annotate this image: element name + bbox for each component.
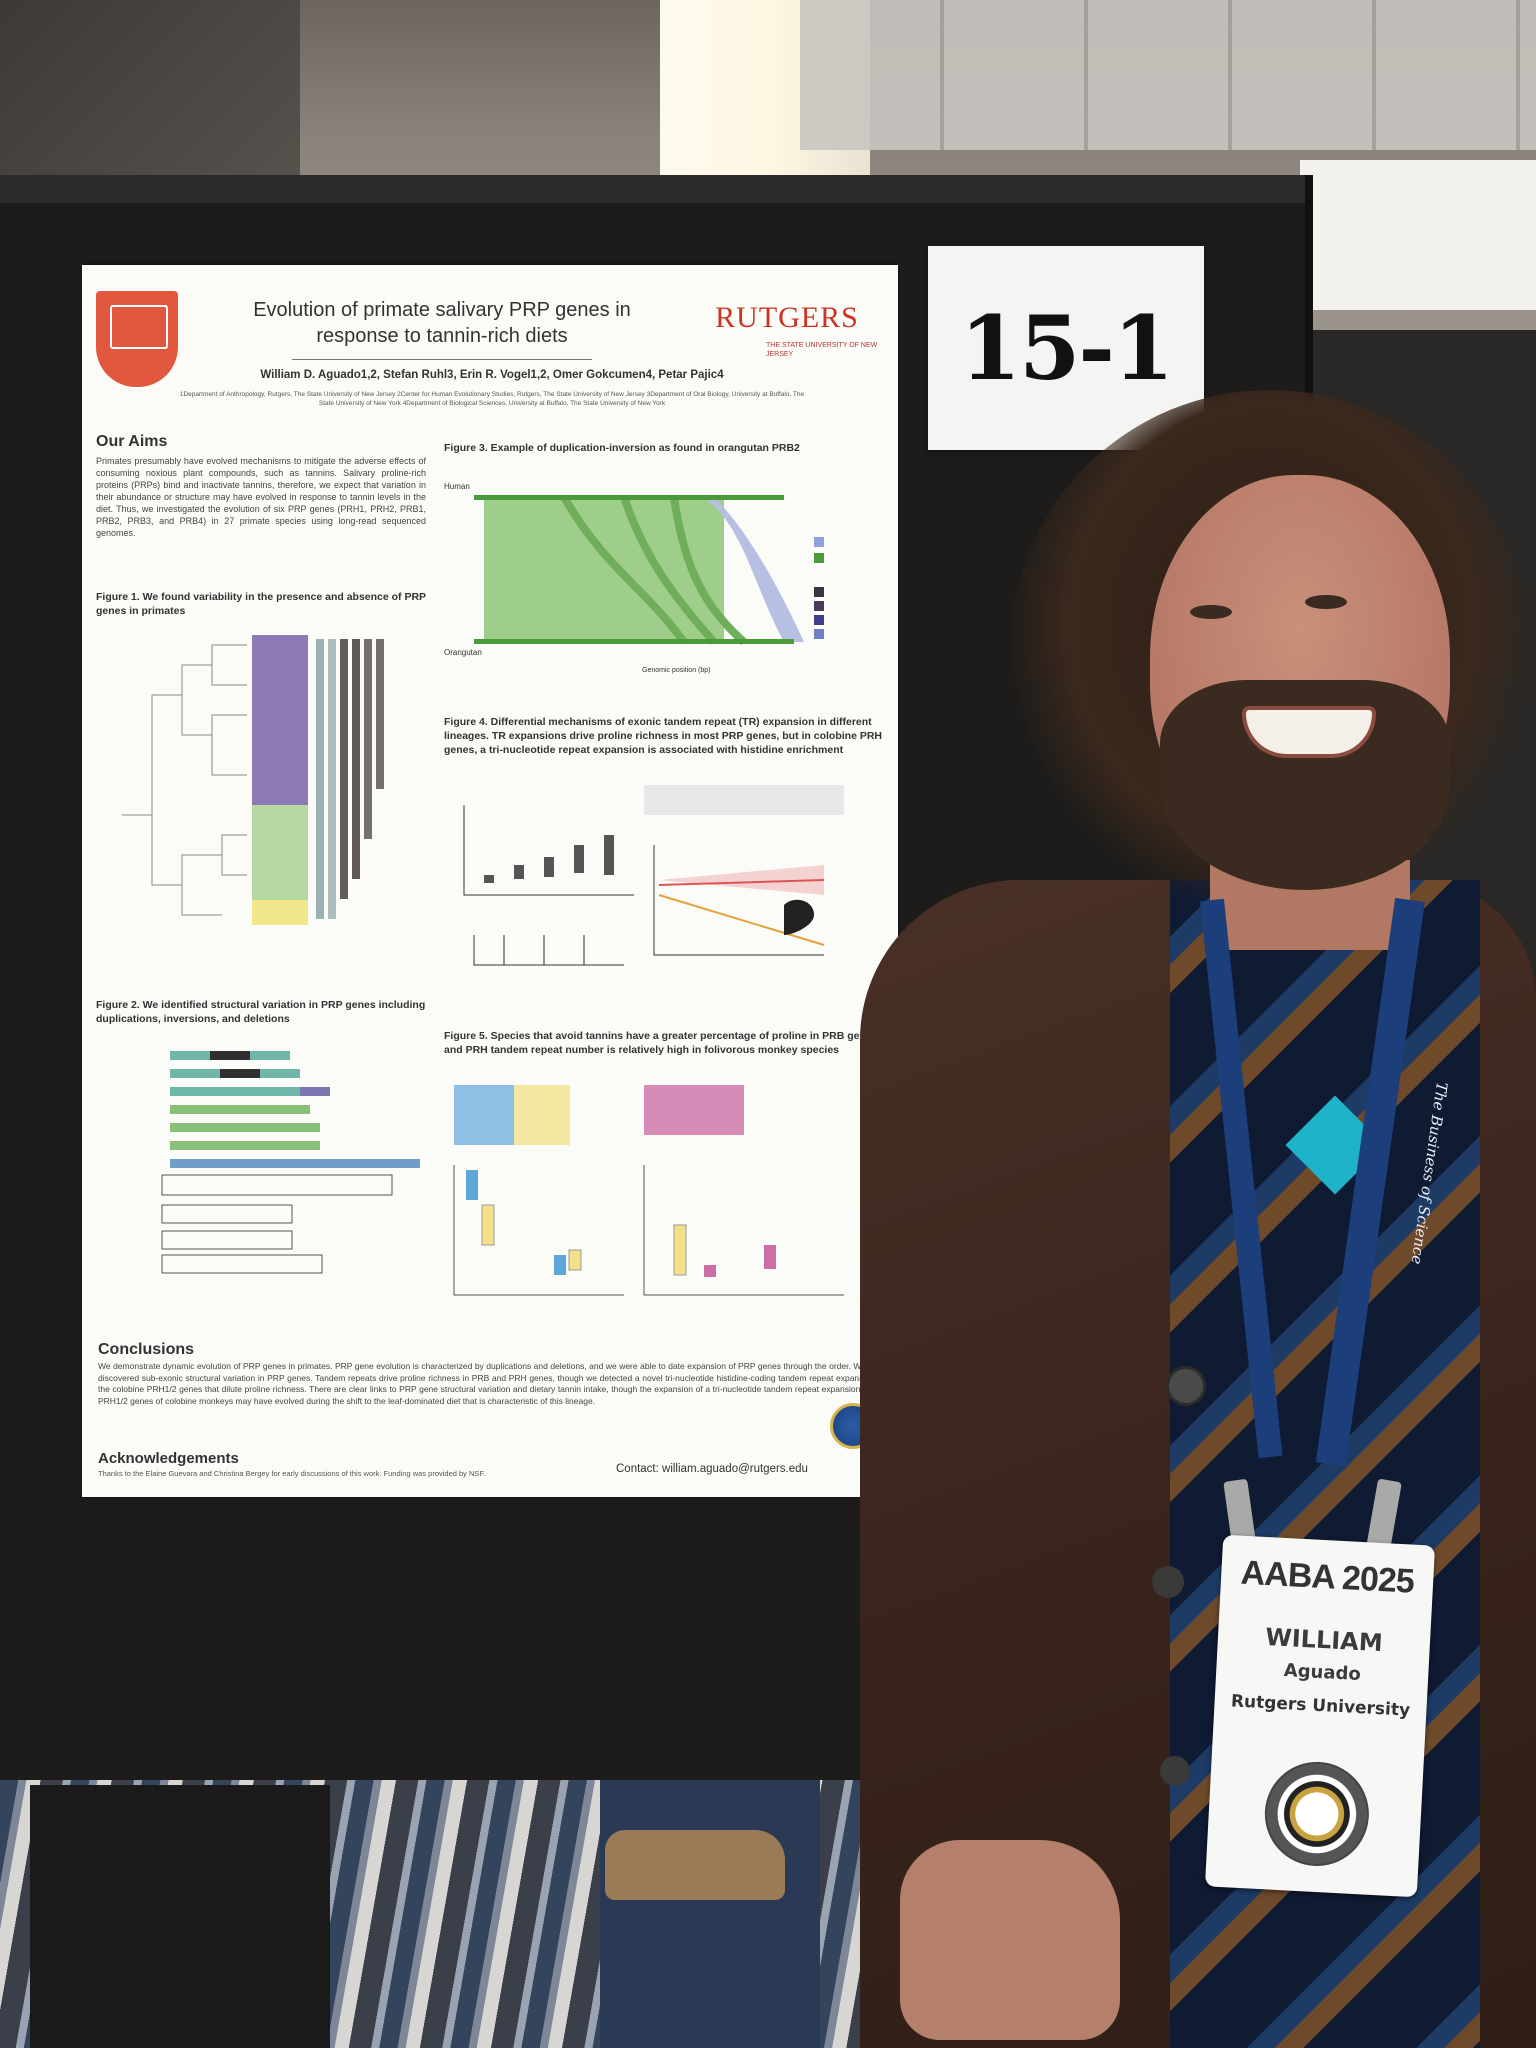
figure-3-caption: Figure 3. Example of duplication-inversi… (444, 442, 800, 454)
name-badge: AABA 2025 WILLIAM Aguado Rutgers Univers… (1204, 1534, 1436, 1898)
conclusions-heading: Conclusions (98, 1341, 195, 1358)
figure-5-proline-boxplots (453, 1085, 844, 1296)
jacket-button (1152, 1566, 1184, 1598)
badge-last-name: Aguado (1283, 1660, 1362, 1686)
jacket-button (1166, 1366, 1206, 1406)
rutgers-shield-logo (96, 291, 178, 387)
smile (1242, 706, 1376, 758)
poster-affiliations: 1Department of Anthropology, Rutgers, Th… (179, 391, 805, 407)
rutgers-wordmark: RUTGERS (715, 301, 859, 334)
bystander-jeans (600, 1780, 820, 2048)
aims-heading: Our Aims (96, 433, 168, 450)
contact-email: Contact: william.aguado@rutgers.edu (616, 1463, 808, 1475)
acknowledgements-text: Thanks to the Elaine Guevara and Christi… (98, 1469, 486, 1478)
fig3-top-label: Human (444, 482, 470, 491)
fig3-bottom-label: Orangutan (444, 648, 482, 657)
figure-4-tandem-repeats (463, 785, 844, 966)
bystander-shoe (605, 1830, 785, 1900)
rutgers-subtitle: THE STATE UNIVERSITY OF NEW JERSEY (766, 342, 878, 358)
ceiling-tiles (800, 0, 1536, 150)
title-divider (292, 359, 592, 360)
badge-first-name: WILLIAM (1264, 1623, 1384, 1658)
poster-board-frame (0, 175, 1305, 203)
hand (900, 1840, 1120, 2040)
acknowledgements-heading: Acknowledgements (98, 1450, 239, 1467)
figure-3-alignment: Human Orangutan (444, 482, 824, 657)
badge-event-name: AABA 2025 (1239, 1553, 1415, 1601)
poster-title: Evolution of primate salivary PRP genes … (253, 299, 631, 347)
poster-authors: William D. Aguado1,2, Stefan Ruhl3, Erin… (260, 369, 724, 381)
aims-text: Primates presumably have evolved mechani… (96, 456, 426, 538)
badge-organization: Rutgers University (1230, 1691, 1411, 1721)
window-light (1300, 160, 1536, 310)
research-poster: Evolution of primate salivary PRP genes … (82, 265, 898, 1497)
right-eye (1305, 595, 1347, 609)
figure-1-phylogeny (122, 635, 384, 925)
figure-2-caption: Figure 2. We identified structural varia… (96, 999, 426, 1025)
shield-book-icon (110, 305, 168, 349)
bystander-legs (30, 1785, 330, 2048)
jacket-button (1160, 1756, 1190, 1786)
badge-seal-logo (1262, 1759, 1372, 1869)
figure-1-caption: Figure 1. We found variability in the pr… (96, 591, 426, 617)
fig3-x-axis-label: Genomic position (bp) (642, 667, 711, 674)
figure-2-gene-arrows (161, 1051, 420, 1274)
left-eye (1190, 605, 1232, 619)
conclusions-text: We demonstrate dynamic evolution of PRP … (98, 1361, 884, 1406)
figure-5-caption: Figure 5. Species that avoid tannins hav… (444, 1030, 878, 1056)
figure-4-caption: Figure 4. Differential mechanisms of exo… (444, 716, 882, 756)
booth-number: 15-1 (959, 296, 1174, 400)
